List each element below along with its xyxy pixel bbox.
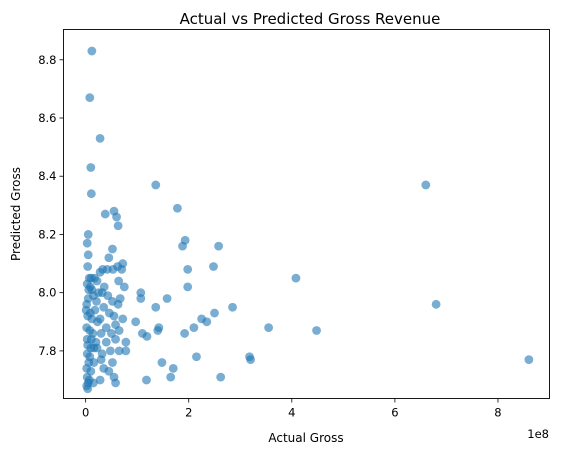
data-point [119,282,129,292]
data-point [291,273,301,283]
data-point [92,343,102,353]
data-point [105,346,115,356]
data-point [101,323,111,333]
data-point [96,355,106,365]
data-point [95,375,105,385]
y-axis-label: Predicted Gross [9,167,23,261]
data-point [118,314,128,324]
data-point [180,235,190,245]
data-point [83,384,93,394]
data-point [264,323,274,333]
data-point [166,372,176,382]
x-tick-label: 6 [391,406,398,420]
data-point [183,282,193,292]
data-point [104,366,114,376]
data-point [180,329,190,338]
y-tick-label: 7.8 [38,344,56,358]
data-point [214,241,224,251]
data-point [95,267,105,277]
data-point [121,337,131,347]
data-point [209,262,218,271]
data-point [162,294,172,303]
data-point [210,308,219,318]
data-point [111,334,120,344]
y-tick-label: 8.6 [38,111,56,125]
data-point [114,346,124,356]
x-axis: 0 2 4 6 8 [82,398,502,420]
data-point [142,375,151,385]
data-point [83,230,93,239]
x-tick-label: 2 [185,406,192,420]
data-point [524,355,534,365]
data-point [96,329,106,338]
data-point [104,253,114,263]
data-point [421,180,431,190]
data-point [92,297,101,306]
x-offset-label: 1e8 [527,427,549,441]
chart-title: Actual vs Predicted Gross Revenue [180,10,441,28]
data-point [112,212,121,222]
data-point [151,302,161,312]
data-point [192,352,201,362]
data-point [131,317,141,327]
data-point [117,264,127,274]
y-tick-label: 8.0 [38,286,56,300]
x-tick-label: 4 [288,406,295,420]
data-point [202,317,212,327]
data-point [172,203,182,213]
data-point [113,221,123,231]
data-point [121,346,131,356]
data-points [81,46,534,394]
data-point [95,133,105,143]
data-point [183,264,193,274]
data-point [189,323,199,333]
data-point [431,299,441,309]
data-point [216,372,226,382]
data-point [87,46,97,56]
data-point [246,355,255,365]
data-point [83,250,93,260]
data-point [86,163,96,172]
data-point [312,326,321,335]
y-axis: 7.8 8.0 8.2 8.4 8.6 8.8 [38,53,64,358]
data-point [82,238,92,248]
data-point [111,378,120,388]
data-point [114,276,124,286]
data-point [101,337,111,347]
data-point [104,308,114,318]
data-point [108,358,117,367]
x-axis-label: Actual Gross [268,431,343,445]
data-point [83,262,93,271]
data-point [136,294,146,303]
data-point [113,299,123,309]
data-point [151,180,161,190]
data-point [142,331,152,341]
x-tick-label: 8 [494,406,501,420]
y-tick-label: 8.8 [38,53,56,67]
data-point [168,363,178,373]
data-point [99,302,109,312]
x-tick-label: 0 [82,406,89,420]
data-point [85,93,95,103]
plot-frame [63,29,550,399]
data-point [153,326,163,335]
y-tick-label: 8.2 [38,227,56,241]
data-point [157,358,167,367]
y-tick-label: 8.4 [38,169,56,183]
data-point [114,326,124,335]
data-point [228,302,237,312]
data-point [86,189,96,199]
data-point [90,305,100,315]
data-point [108,244,117,254]
data-point [100,209,110,219]
data-point [93,317,102,327]
data-point [90,273,99,283]
